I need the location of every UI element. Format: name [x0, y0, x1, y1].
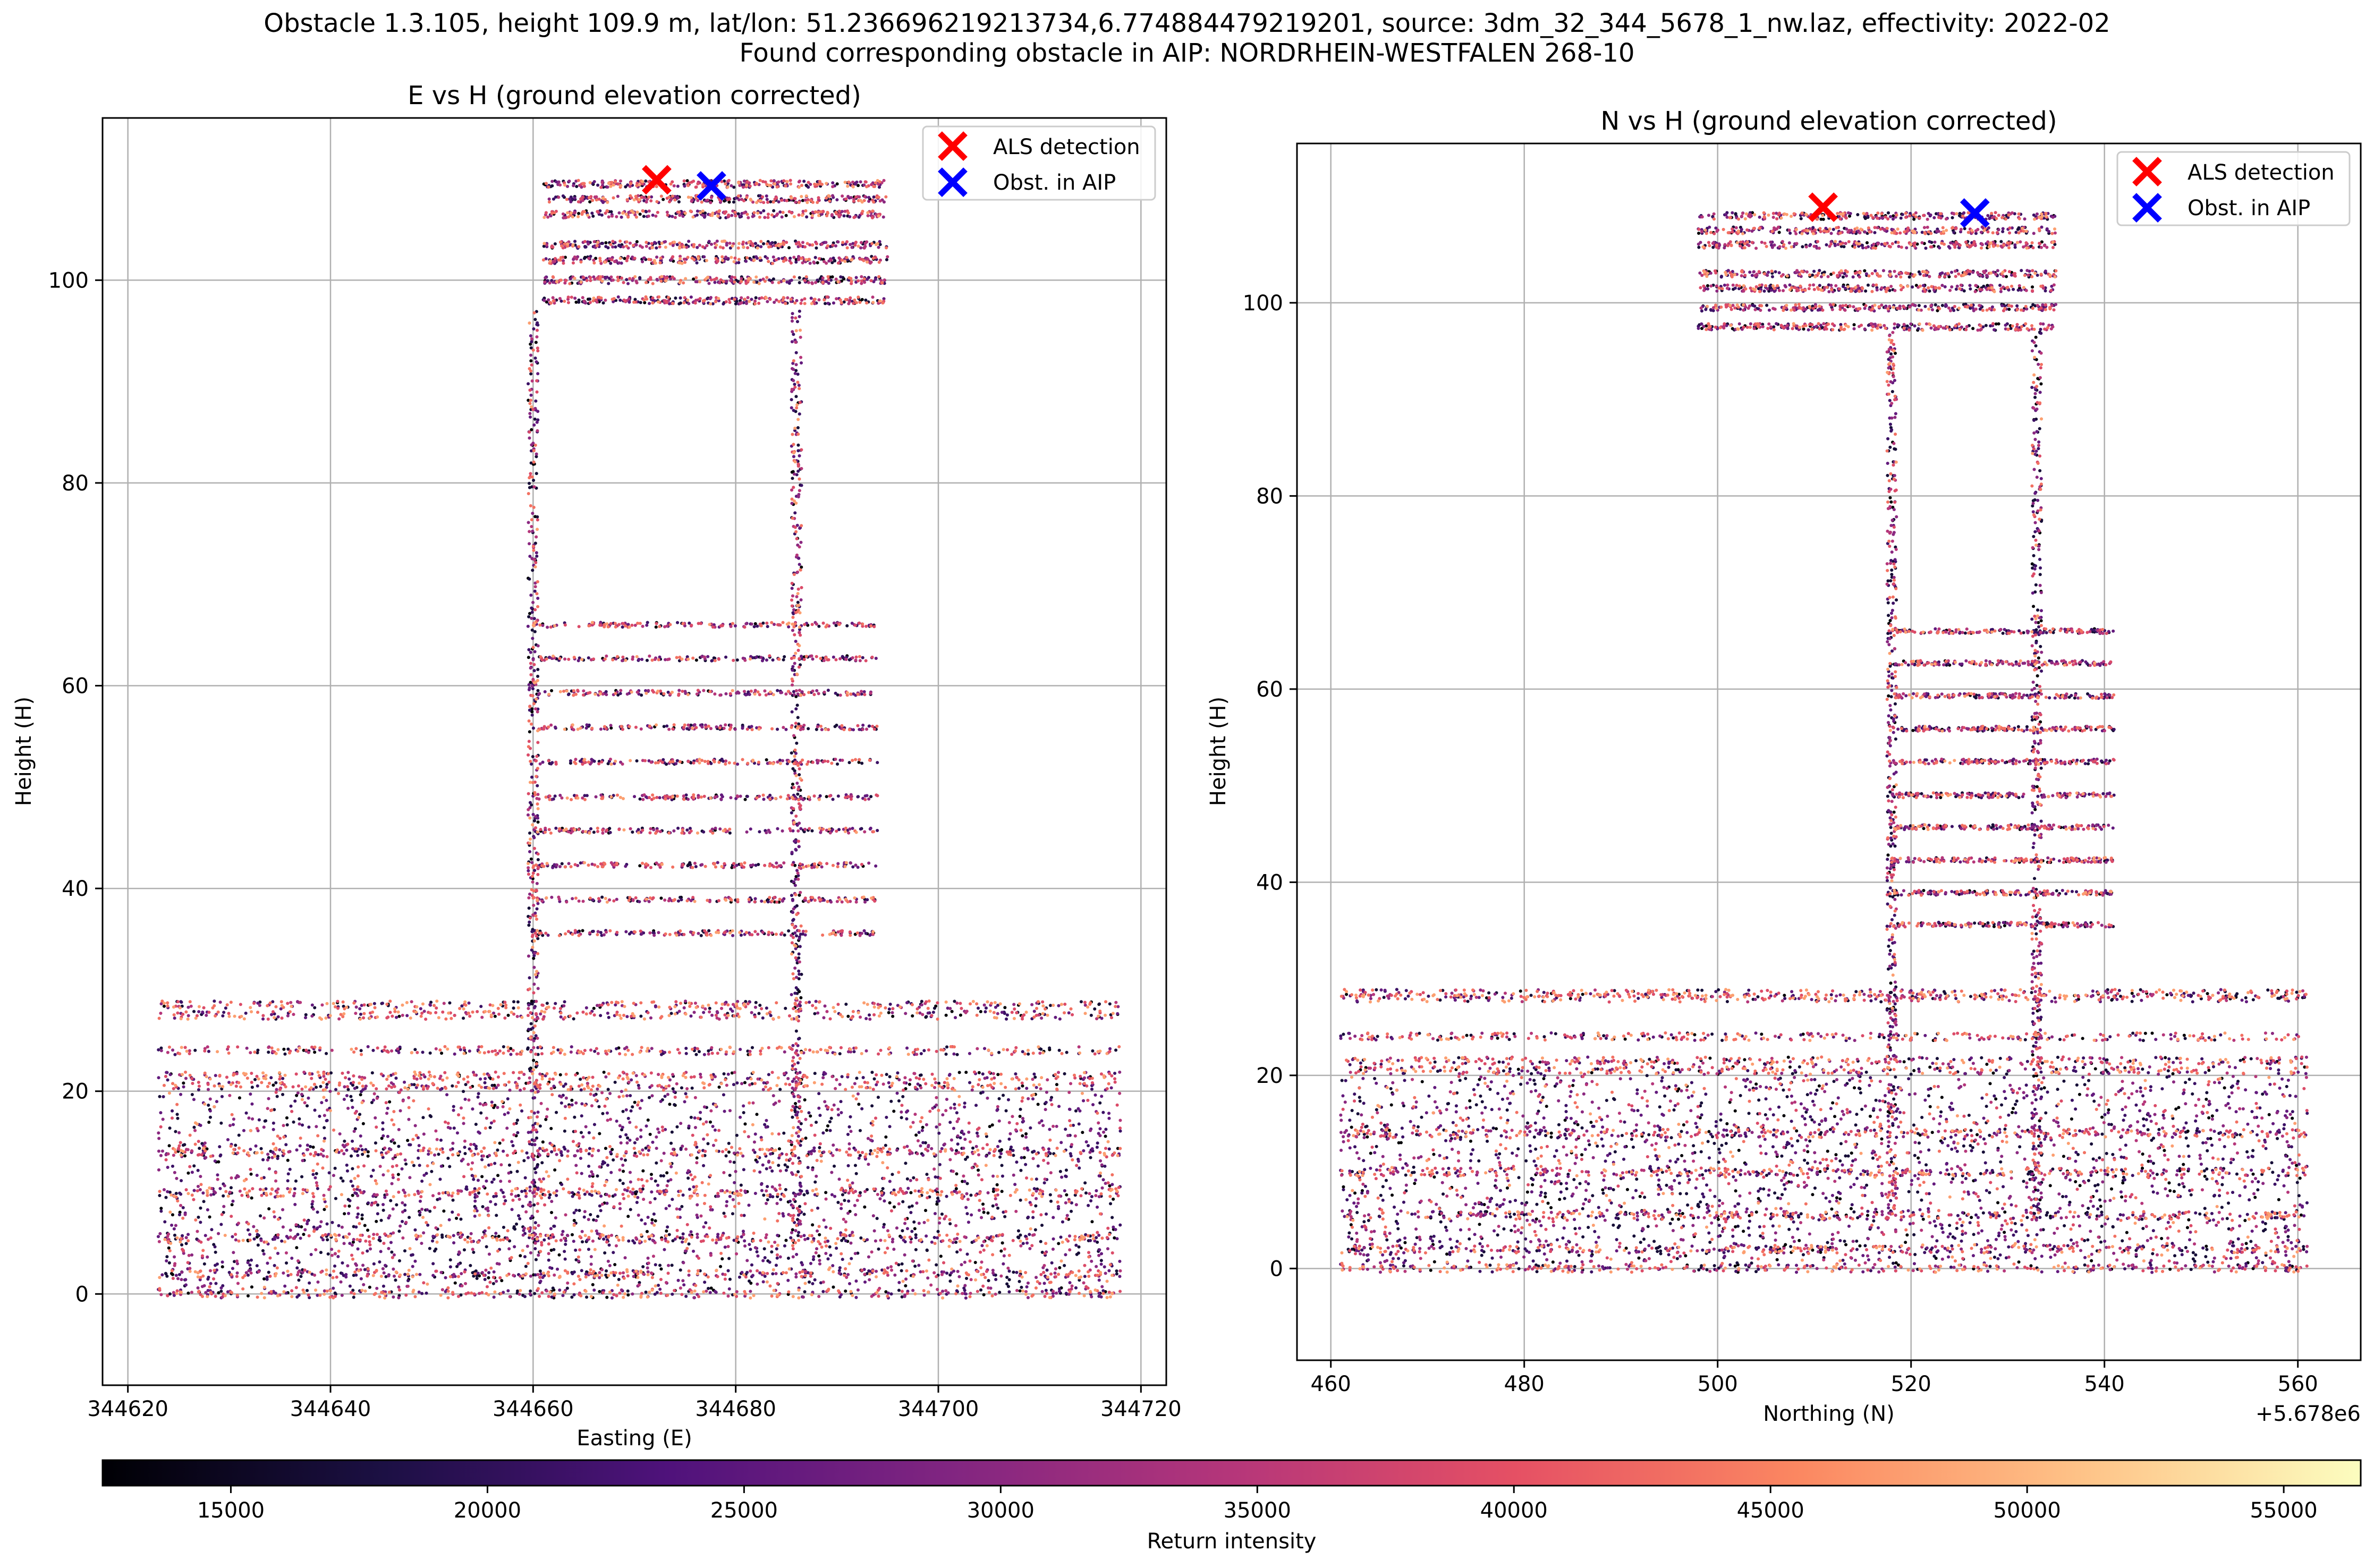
x-tick-label: 344700 [898, 1397, 979, 1421]
lidar-return-points [157, 179, 1122, 1300]
legend-x-icon [2132, 193, 2162, 223]
colorbar-label: Return intensity [1147, 1529, 1317, 1554]
x-tick-label: 460 [1311, 1372, 1351, 1396]
legend-x-icon [2132, 157, 2162, 187]
legend-box [922, 125, 1156, 201]
lidar-return-points [1339, 211, 2309, 1274]
colorbar-tick-label: 45000 [1737, 1498, 1804, 1523]
x-tick-label: 344720 [1100, 1397, 1182, 1421]
colorbar-gradient [101, 1459, 2362, 1487]
x-tick-label: 540 [2084, 1372, 2125, 1396]
obstacle-markers [1808, 192, 1990, 228]
axis-ticks: 344620 344640 344660 344680 344700 344720 0 20 4… [48, 268, 1182, 1421]
y-tick-label: 60 [62, 674, 89, 698]
obstacle-markers [642, 165, 726, 201]
lidar-return-points [1340, 211, 2307, 1274]
x-axis-label: Northing (N) [1763, 1402, 1895, 1426]
colorbar-tick-label: 55000 [2250, 1498, 2317, 1523]
axis-ticks: 460 480 500 520 540 560 0 20 40 60 80 100 [1243, 291, 2318, 1396]
lidar-return-points [158, 179, 1120, 1300]
lidar-return-points [1339, 211, 2309, 1274]
northing-vs-height-plot: 460 480 500 520 540 560 0 20 40 60 80 100 N vs H (g… [1206, 106, 2362, 1426]
x-tick-label: 344640 [290, 1397, 371, 1421]
easting-vs-height-plot: 344620 344640 344660 344680 344700 344720 0 20 4… [12, 81, 1182, 1451]
x-tick-label: 480 [1504, 1372, 1545, 1396]
colorbar-tick-label: 30000 [967, 1498, 1035, 1523]
y-axis-label: Height (H) [1206, 697, 1231, 806]
x-tick-label: 344620 [87, 1397, 168, 1421]
y-tick-label: 80 [1256, 484, 1283, 508]
legend-aip-label: Obst. in AIP [993, 171, 1116, 195]
axes-frame [1296, 142, 2362, 1361]
aip-obstacle-marker [697, 171, 726, 201]
grid-lines [103, 118, 1166, 1385]
legend: ALS detection Obst. in AIP [922, 125, 1156, 201]
legend-box [2116, 151, 2351, 226]
lidar-return-points [1340, 211, 2305, 1274]
y-tick-label: 40 [62, 877, 89, 901]
legend-x-icon [938, 131, 968, 161]
y-tick-label: 20 [1256, 1064, 1283, 1088]
colorbar-tick-label: 25000 [710, 1498, 778, 1523]
grid-lines [1297, 143, 2361, 1360]
y-axis-label: Height (H) [12, 697, 36, 806]
lidar-return-points [1340, 211, 2309, 1274]
colorbar-tick-label: 40000 [1480, 1498, 1548, 1523]
lidar-return-points [1339, 211, 2309, 1274]
legend-als-label: ALS detection [993, 135, 1140, 159]
x-tick-label: 344680 [695, 1397, 776, 1421]
colorbar: 15000 20000 25000 30000 35000 40000 45000 50000… [101, 1459, 2362, 1554]
y-tick-label: 20 [62, 1080, 89, 1104]
figure-title-line-1: Obstacle 1.3.105, height 109.9 m, lat/lo… [264, 9, 2110, 38]
x-tick-label: 500 [1698, 1372, 1738, 1396]
x-axis-label: Easting (E) [576, 1426, 692, 1451]
y-tick-label: 60 [1256, 677, 1283, 702]
y-tick-label: 0 [1270, 1257, 1283, 1281]
lidar-return-points [158, 179, 1118, 1299]
plot-title: E vs H (ground elevation corrected) [408, 81, 861, 111]
y-tick-label: 40 [1256, 870, 1283, 895]
als-detection-marker [642, 165, 672, 195]
y-tick-label: 100 [48, 268, 89, 293]
colorbar-tick-label: 20000 [454, 1498, 521, 1523]
aip-obstacle-marker [1960, 198, 1990, 228]
lidar-return-points [1342, 211, 2307, 1274]
x-tick-label: 560 [2278, 1372, 2318, 1396]
lidar-return-points [1339, 211, 2309, 1274]
plot-title: N vs H (ground elevation corrected) [1600, 106, 2057, 136]
point-cloud [156, 179, 1122, 1300]
x-tick-label: 520 [1891, 1372, 1931, 1396]
colorbar-tick-label: 15000 [197, 1498, 265, 1523]
lidar-return-points [156, 179, 1122, 1300]
als-detection-marker [1808, 192, 1838, 222]
legend-als-label: ALS detection [2188, 160, 2335, 185]
legend: ALS detection Obst. in AIP [2116, 151, 2351, 226]
lidar-return-points [1339, 211, 2308, 1274]
y-tick-label: 80 [62, 471, 89, 496]
legend-aip-label: Obst. in AIP [2188, 196, 2310, 221]
colorbar-ticks: 15000 20000 25000 30000 35000 40000 45000 50000… [197, 1486, 2318, 1523]
y-tick-label: 100 [1243, 291, 1283, 316]
point-cloud [1339, 211, 2309, 1274]
colorbar-tick-label: 50000 [1994, 1498, 2061, 1523]
axes-frame [101, 117, 1167, 1386]
colorbar-tick-label: 35000 [1224, 1498, 1291, 1523]
x-tick-label: 344660 [493, 1397, 574, 1421]
figure-title-line-2: Found corresponding obstacle in AIP: NOR… [739, 38, 1635, 68]
lidar-return-points [157, 179, 1122, 1300]
y-tick-label: 0 [75, 1282, 89, 1307]
legend-x-icon [938, 167, 968, 197]
x-axis-offset-label: +5.678e6 [2256, 1402, 2361, 1426]
